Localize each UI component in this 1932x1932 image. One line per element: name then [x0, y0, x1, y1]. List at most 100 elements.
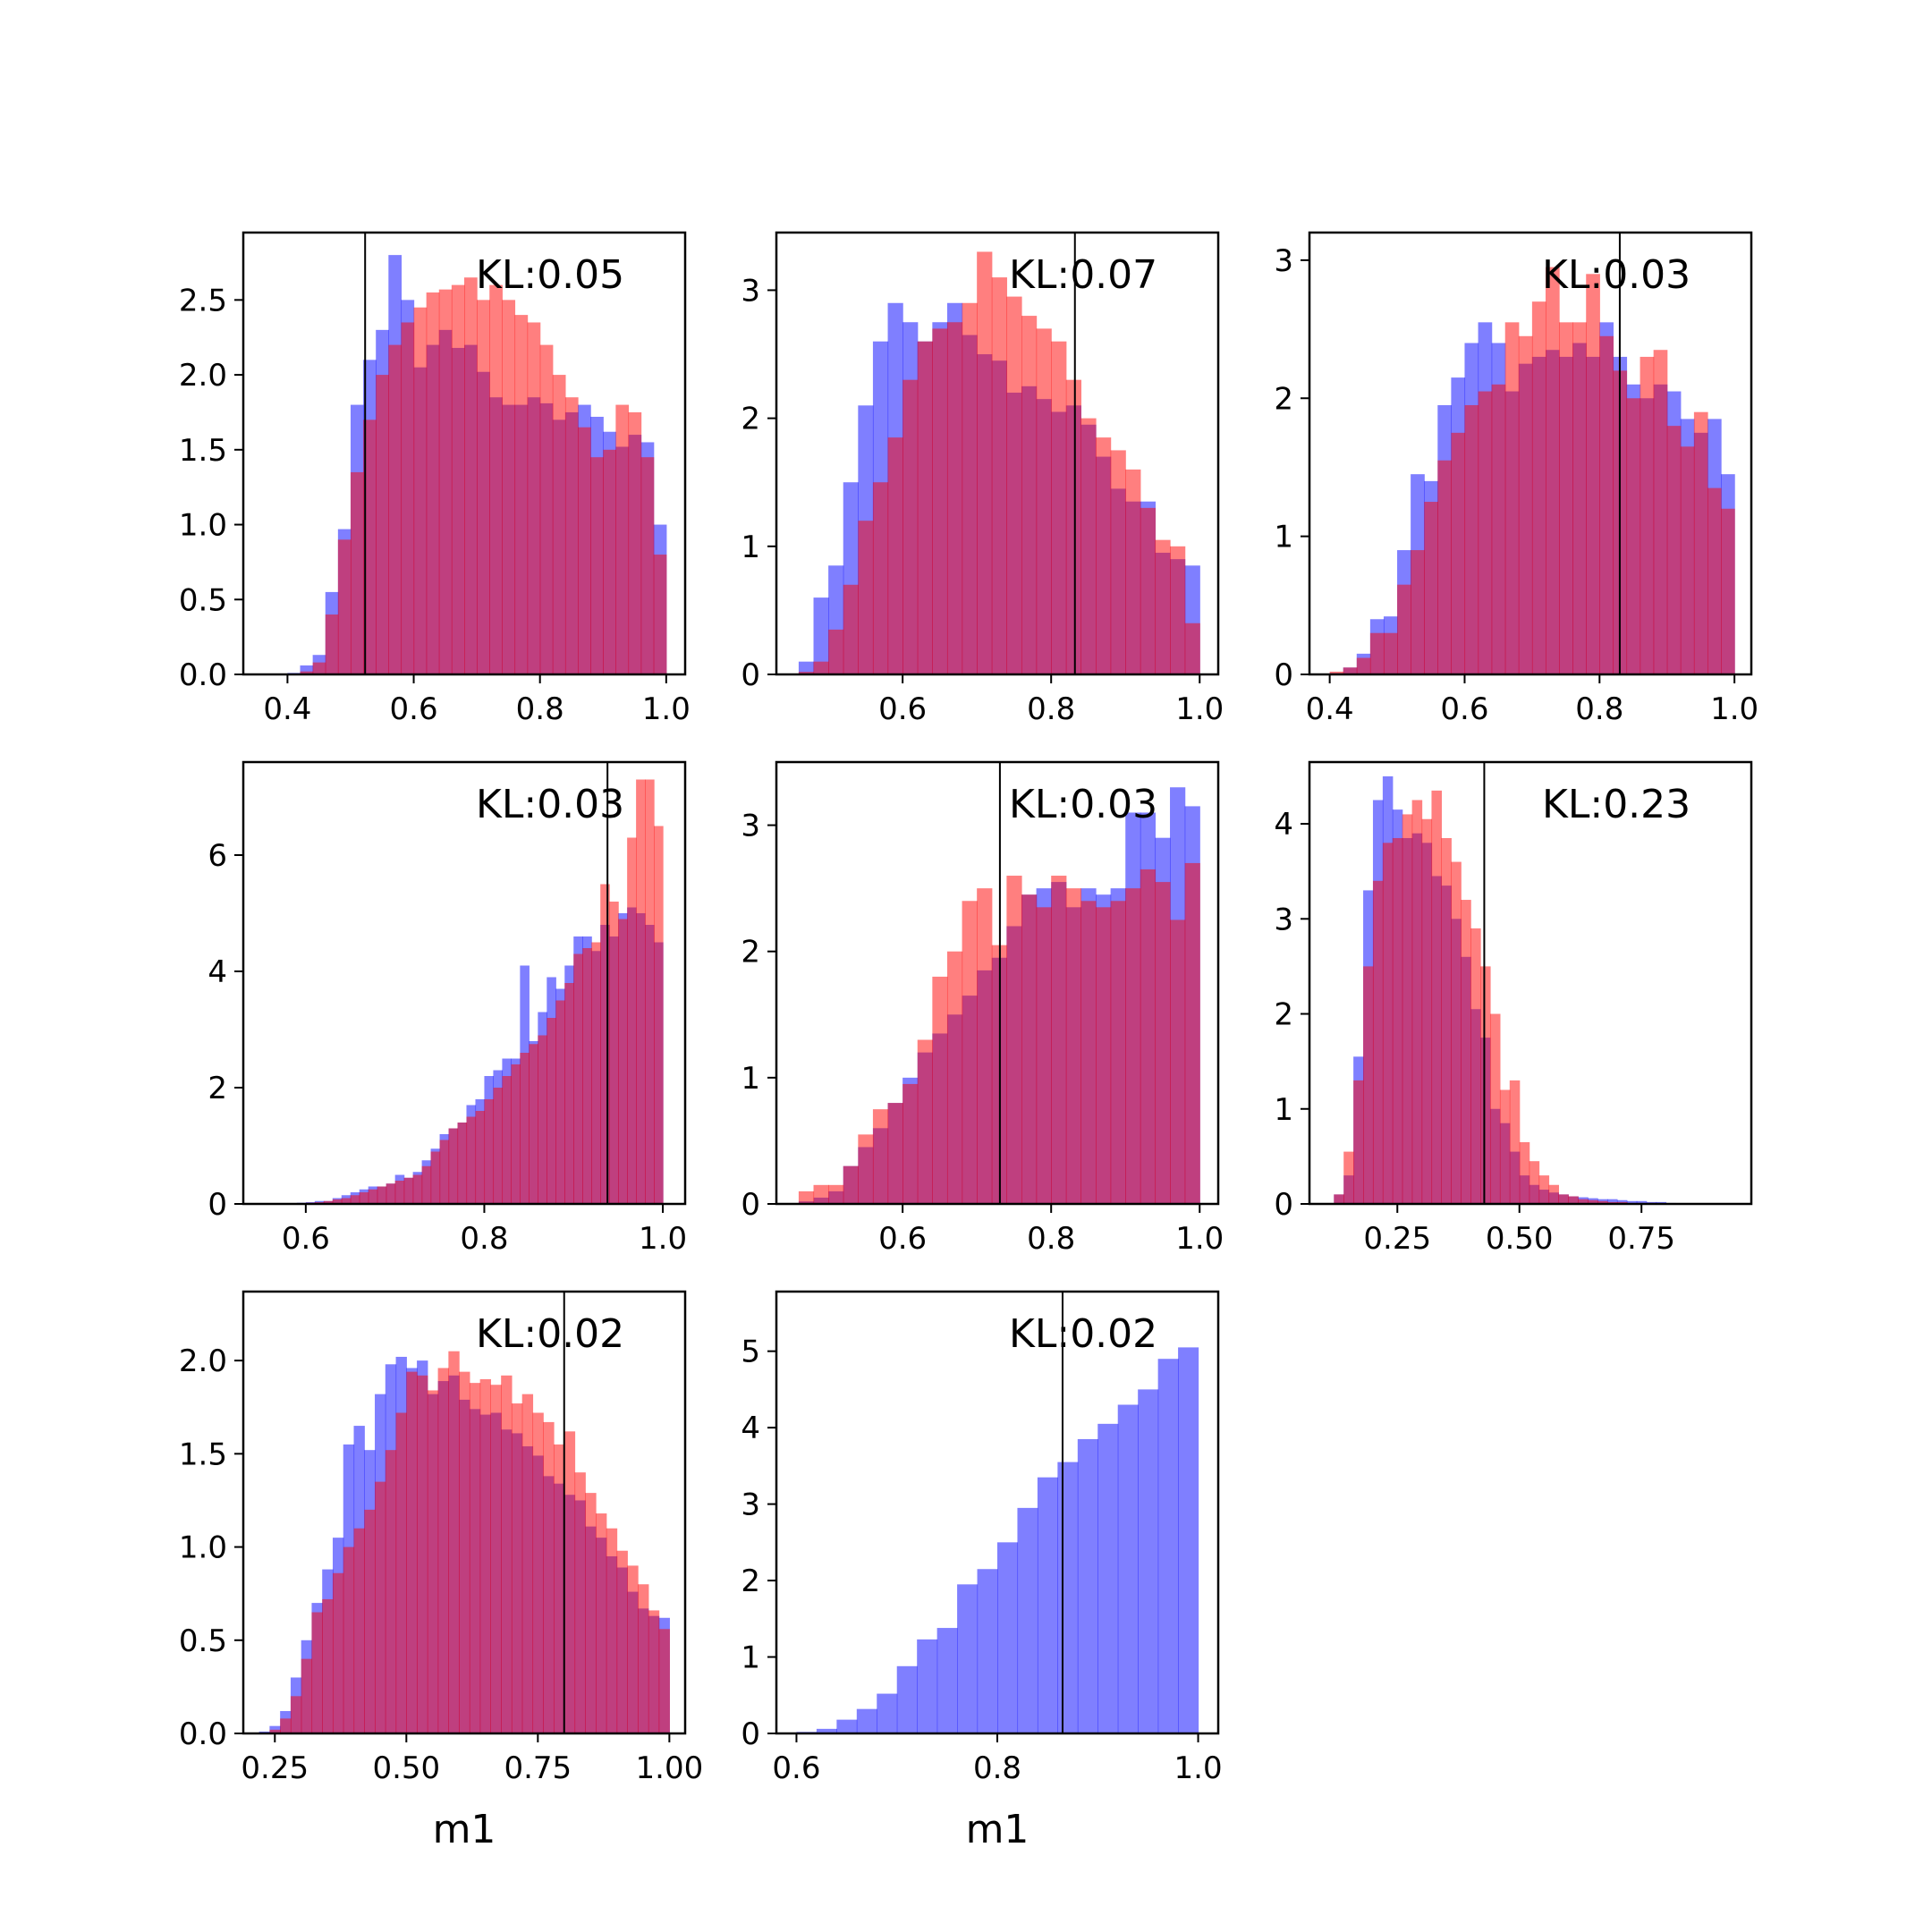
x-tick-label: 1.0	[1174, 1750, 1223, 1786]
red-series-bar	[564, 1431, 576, 1733]
x-tick-label: 0.8	[1027, 691, 1075, 727]
red-series-bar	[489, 284, 503, 674]
red-series-bar	[532, 1412, 544, 1733]
axes-frame	[1308, 760, 1753, 1206]
y-tick-label: 2.5	[179, 283, 227, 318]
red-series-bar	[582, 948, 592, 1204]
blue-series-bar	[997, 1542, 1019, 1733]
red-series-bar	[311, 1612, 323, 1733]
red-series-bar	[574, 1472, 586, 1733]
red-series-bar	[1382, 843, 1394, 1204]
red-series-bar	[501, 1375, 513, 1733]
x-axis-label: m1	[433, 1807, 496, 1852]
red-series-bar	[1006, 296, 1022, 674]
red-series-bar	[1586, 274, 1600, 674]
red-series-bar	[395, 1412, 407, 1733]
y-tick-label: 0.5	[179, 1623, 227, 1659]
y-tick-label: 1.5	[179, 433, 227, 469]
red-series-bar	[962, 901, 978, 1204]
y-tick-label: 1	[741, 1640, 760, 1676]
red-series-bar	[1006, 876, 1022, 1204]
red-series-bar	[1080, 418, 1097, 674]
red-series-bar	[1588, 1199, 1598, 1204]
red-series-bar	[1363, 966, 1374, 1204]
x-tick-label: 0.8	[1575, 691, 1623, 727]
y-tick-label: 0	[741, 1716, 760, 1752]
red-series-bar	[932, 328, 948, 674]
red-series-bar	[337, 539, 352, 674]
blue-series-bar	[300, 665, 314, 674]
red-series-bar	[388, 344, 402, 674]
y-tick-label: 1.0	[179, 1530, 227, 1566]
red-series-bar	[439, 1140, 450, 1204]
y-tick-label: 2	[741, 1563, 760, 1599]
red-series-bar	[578, 427, 591, 674]
red-series-bar	[527, 322, 541, 674]
red-series-bar	[1125, 469, 1141, 674]
plot-area	[1334, 775, 1676, 1204]
red-series-bar	[322, 1598, 334, 1733]
y-tick-label: 2.0	[179, 358, 227, 394]
red-series-bar	[300, 671, 314, 674]
red-series-bar	[645, 779, 655, 1204]
axes-frame	[242, 1290, 687, 1735]
red-series-bar	[359, 1192, 369, 1204]
red-series-bar	[1548, 1184, 1559, 1204]
red-series-bar	[1480, 966, 1491, 1204]
y-tick-label: 4	[741, 1411, 760, 1446]
red-series-bar	[1110, 901, 1126, 1204]
blue-series-bar	[856, 1708, 877, 1733]
red-series-bar	[1372, 880, 1384, 1204]
red-series-bar	[363, 419, 377, 674]
red-series-bar	[596, 1513, 607, 1733]
red-series-bar	[627, 1565, 639, 1733]
red-series-bar	[1558, 1194, 1569, 1204]
red-series-bar	[1680, 446, 1695, 674]
y-tick-label: 4	[1274, 807, 1293, 843]
red-series-bar	[438, 289, 453, 674]
red-series-bar	[606, 1528, 618, 1733]
red-series-bar	[312, 662, 326, 674]
red-series-bar	[1397, 584, 1411, 674]
y-tick-label: 0.5	[179, 582, 227, 618]
blue-series-bar	[1626, 1200, 1638, 1204]
red-series-bar	[555, 1000, 565, 1204]
x-tick-label: 0.8	[1027, 1221, 1075, 1257]
red-series-bar	[368, 1189, 378, 1204]
red-series-bar	[628, 411, 642, 674]
red-series-bar	[377, 1186, 387, 1204]
red-series-bar	[591, 942, 601, 1204]
red-series-bar	[1155, 882, 1171, 1204]
x-tick-label: 1.0	[639, 1221, 687, 1257]
red-series-bar	[1451, 861, 1462, 1204]
x-tick-label: 0.8	[973, 1750, 1021, 1786]
subplot-7: 0.25 0.50 0.75 1.00 0.0 0.5 1.0 1.5 2.0 KL:0.02 m1	[179, 1290, 703, 1852]
red-series-bar	[1125, 888, 1141, 1204]
y-tick-label: 0.0	[179, 657, 227, 693]
red-series-bar	[932, 976, 948, 1204]
y-tick-label: 0	[741, 657, 760, 693]
y-tick-label: 3	[1274, 243, 1293, 279]
blue-series-bar	[1097, 1423, 1119, 1733]
red-series-bar	[1424, 502, 1438, 674]
red-series-bar	[1559, 322, 1573, 674]
blue-series-bar	[917, 1639, 938, 1733]
red-series-bar	[858, 521, 874, 674]
red-series-bar	[353, 1528, 365, 1733]
red-series-bar	[654, 826, 664, 1204]
axes-frame	[242, 231, 687, 676]
subplot-5: 0.6 0.8 1.0 0 1 2 3 KL:0.03	[741, 760, 1224, 1257]
x-tick-label: 0.25	[241, 1750, 309, 1786]
subplot-8: 0.6 0.8 1.0 0 1 2 3 4 5 KL:0.02 m1	[741, 1290, 1223, 1852]
red-series-bar	[514, 315, 529, 674]
red-series-bar	[1051, 876, 1067, 1204]
y-tick-label: 1	[741, 530, 760, 565]
kl-annotation: KL:0.05	[476, 252, 624, 298]
plot-area	[798, 251, 1200, 674]
red-series-bar	[858, 1134, 874, 1204]
red-series-bar	[590, 457, 604, 674]
red-series-bar	[640, 457, 655, 674]
red-series-bar	[1021, 894, 1038, 1204]
y-tick-label: 6	[208, 838, 227, 874]
